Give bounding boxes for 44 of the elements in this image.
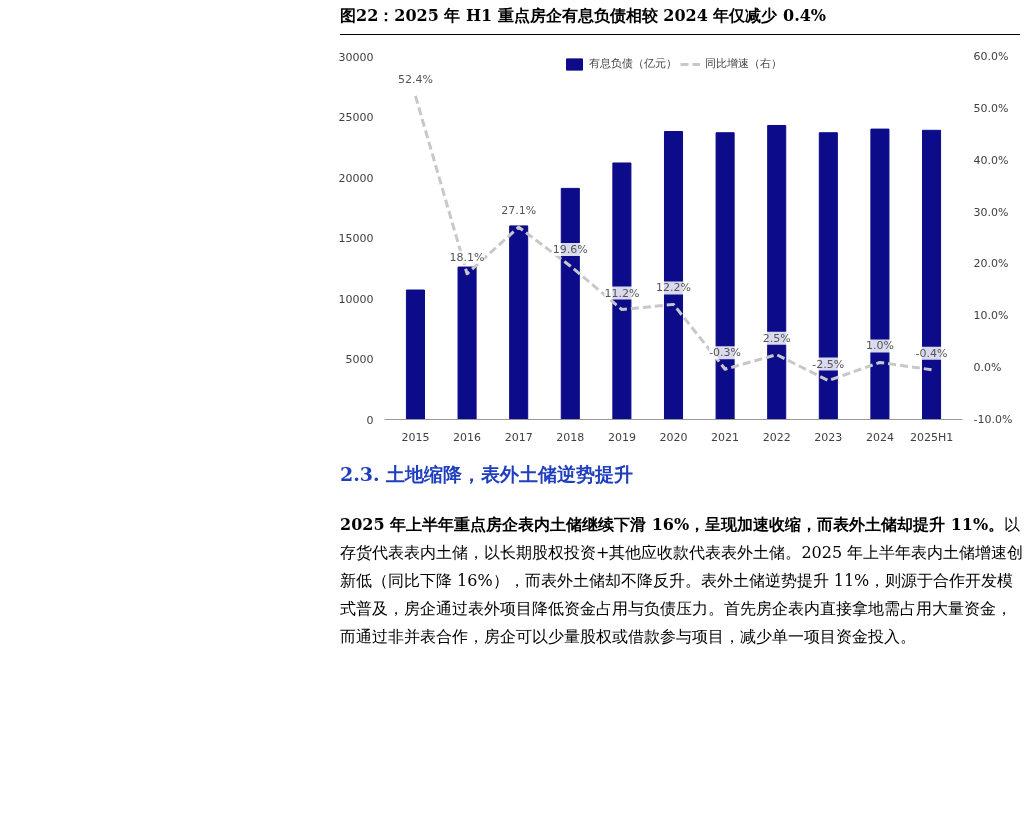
data-label: 11.2% [604, 286, 640, 300]
y2-tick-label: 30.0% [973, 205, 1009, 219]
y-tick-label: 15000 [338, 232, 374, 245]
chart-title: 图22：2025 年 H1 重点房企有息负债相较 2024 年仅减少 0.4% [340, 5, 1020, 35]
y2-tick-label: 0.0% [973, 361, 1002, 375]
y-tick-label: 20000 [338, 171, 374, 185]
x-tick-label: 2020 [659, 430, 688, 444]
x-tick-label: 2016 [453, 430, 482, 444]
y2-tick-label: -10.0% [973, 413, 1013, 426]
y2-tick-label: 60.0% [973, 50, 1009, 63]
y2-tick-label: 10.0% [973, 309, 1009, 323]
x-tick-label: 2025H1 [909, 430, 954, 444]
y-tick-label: 0 [366, 413, 374, 427]
text: 2.3. 土地缩降，表外土储逆势提升 [340, 462, 634, 487]
x-tick-label: 2019 [607, 430, 636, 444]
x-tick-label: 2023 [814, 430, 843, 444]
data-label: 19.6% [552, 243, 588, 256]
data-label: -0.3% [709, 346, 742, 360]
x-tick-label: 2015 [401, 430, 430, 444]
bar [405, 289, 425, 420]
legend-label: 有息负债（亿元） [589, 56, 677, 71]
x-tick-label: 2021 [711, 430, 740, 444]
x-tick-label: 2017 [504, 430, 533, 444]
data-label: 27.1% [501, 204, 537, 218]
x-tick-label: 2024 [865, 430, 894, 444]
data-label: -2.5% [812, 357, 845, 371]
y-tick-label: 5000 [345, 353, 374, 366]
data-label: 1.0% [865, 339, 894, 353]
y2-tick-label: 20.0% [973, 257, 1009, 271]
x-tick-label: 2022 [762, 430, 791, 444]
y2-tick-label: 40.0% [973, 153, 1009, 167]
data-label: 52.4% [397, 72, 433, 86]
y2-tick-label: 50.0% [973, 101, 1009, 115]
y-tick-label: 30000 [338, 50, 374, 64]
data-label: 18.1% [449, 250, 485, 264]
data-label: 2.5% [762, 331, 791, 345]
bar [509, 225, 529, 420]
y-tick-label: 25000 [338, 111, 374, 124]
data-label: -0.4% [915, 346, 948, 360]
data-label: 12.2% [656, 281, 691, 295]
legend-label: 同比增速（右） [705, 56, 782, 71]
x-tick-label: 2018 [556, 430, 585, 444]
y-tick-label: 10000 [338, 292, 374, 306]
text: 2025 年上半年重点房企表内土储继续下滑 16%，呈现加速收缩，而表外土储却提升 11%。 [340, 515, 1005, 534]
